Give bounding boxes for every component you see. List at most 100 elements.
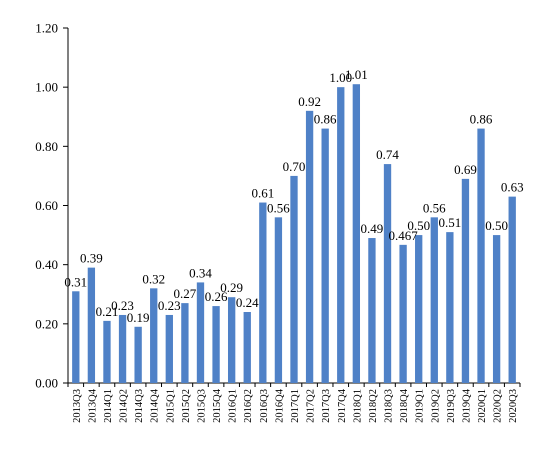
x-category-label: 2018Q2 <box>368 389 379 423</box>
bar-2017Q2 <box>305 110 314 383</box>
bar-2015Q2 <box>181 303 189 383</box>
data-label-2016Q2: 0.24 <box>236 295 259 310</box>
y-tick-label: 0.60 <box>35 198 58 213</box>
bar-2020Q1 <box>477 128 485 383</box>
y-tick-label: 1.20 <box>35 21 58 36</box>
x-category-label: 2016Q3 <box>259 389 270 423</box>
data-label-2019Q4: 0.69 <box>454 162 477 177</box>
bar-2019Q4 <box>461 178 470 383</box>
y-tick-label: 0.80 <box>35 139 58 154</box>
bar-2017Q1 <box>290 175 298 383</box>
x-category-label: 2013Q3 <box>72 389 83 423</box>
x-category-label: 2015Q1 <box>165 389 176 423</box>
data-label-2018Q4: 0.467 <box>388 228 418 243</box>
data-label-2020Q3: 0.63 <box>501 180 524 195</box>
bar-2016Q2 <box>243 312 251 383</box>
bar-2015Q1 <box>165 314 173 383</box>
data-label-2016Q4: 0.56 <box>267 200 290 215</box>
x-category-label: 2016Q4 <box>274 388 285 423</box>
x-category-label: 2015Q4 <box>212 388 223 423</box>
data-label-2015Q2: 0.27 <box>174 286 197 301</box>
bar-2016Q3 <box>259 202 267 383</box>
x-category-label: 2017Q2 <box>306 389 317 423</box>
x-category-label: 2020Q1 <box>477 389 488 423</box>
x-category-label: 2019Q3 <box>446 389 457 423</box>
x-category-label: 2018Q4 <box>399 388 410 423</box>
x-category-label: 2019Q4 <box>461 388 472 423</box>
data-label-2016Q1: 0.29 <box>220 280 243 295</box>
bar-2017Q4 <box>337 87 345 384</box>
data-labels: 0.310.390.210.230.190.320.230.270.340.26… <box>64 67 523 325</box>
x-category-label: 2017Q3 <box>321 389 332 423</box>
y-tick-label: 1.00 <box>35 80 58 95</box>
bar-2018Q4 <box>399 244 407 383</box>
bar-2014Q4 <box>150 288 158 383</box>
bar-2015Q3 <box>196 282 205 383</box>
data-label-2018Q3: 0.74 <box>376 147 399 162</box>
bar-2015Q4 <box>212 306 220 383</box>
bar-2020Q2 <box>492 235 501 383</box>
data-label-2017Q2: 0.92 <box>298 94 321 109</box>
data-label-2015Q3: 0.34 <box>189 265 212 280</box>
x-category-label: 2018Q3 <box>384 389 395 423</box>
bar-2017Q3 <box>321 128 329 383</box>
data-label-2015Q1: 0.23 <box>158 298 181 313</box>
data-label-2018Q2: 0.49 <box>361 221 384 236</box>
bar-2013Q3 <box>72 291 80 383</box>
data-label-2019Q3: 0.51 <box>438 215 461 230</box>
y-axis: 0.00 0.20 0.40 0.60 0.80 1.00 1.20 <box>35 21 69 391</box>
data-label-2017Q3: 0.86 <box>314 112 337 127</box>
bar-series <box>72 84 516 384</box>
x-category-label: 2018Q1 <box>352 389 363 423</box>
x-category-label: 2013Q4 <box>87 388 98 423</box>
bar-2018Q3 <box>383 164 392 383</box>
y-tick-label: 0.20 <box>35 316 58 331</box>
data-label-2014Q3: 0.19 <box>127 310 150 325</box>
bar-2020Q3 <box>508 196 516 383</box>
x-category-label: 2015Q2 <box>181 389 192 423</box>
x-category-label: 2014Q3 <box>134 389 145 423</box>
x-category-label: 2020Q3 <box>508 389 519 423</box>
x-category-label: 2019Q1 <box>415 389 426 423</box>
bar-2018Q1 <box>352 84 361 383</box>
data-label-2019Q1: 0.50 <box>407 218 430 233</box>
x-category-label: 2020Q2 <box>493 389 504 423</box>
bar-2016Q4 <box>274 217 283 383</box>
bar-2019Q3 <box>446 232 454 383</box>
data-label-2013Q3: 0.31 <box>64 274 87 289</box>
data-label-2015Q4: 0.26 <box>205 289 228 304</box>
data-label-2020Q2: 0.50 <box>485 218 508 233</box>
data-label-2014Q1: 0.21 <box>96 304 119 319</box>
x-category-label: 2014Q2 <box>119 389 130 423</box>
data-label-2016Q3: 0.61 <box>251 186 274 201</box>
data-label-2017Q4: 1.00 <box>329 70 352 85</box>
bar-2018Q2 <box>368 238 376 383</box>
x-category-label: 2014Q1 <box>103 389 114 423</box>
x-category-label: 2016Q2 <box>243 389 254 423</box>
data-label-2014Q2: 0.23 <box>111 298 134 313</box>
x-category-label: 2017Q1 <box>290 389 301 423</box>
y-tick-label: 0.00 <box>35 376 58 391</box>
x-axis: 2013Q3 2013Q4 2014Q1 2014Q2 2014Q3 2014Q4 2015… <box>67 382 521 423</box>
y-tick-label: 0.40 <box>35 257 58 272</box>
x-category-label: 2019Q2 <box>430 389 441 423</box>
bar-2019Q1 <box>415 235 423 383</box>
bar-2014Q3 <box>134 326 142 383</box>
bar-2019Q2 <box>430 217 438 383</box>
bar-2014Q1 <box>103 320 111 383</box>
data-label-2013Q4: 0.39 <box>80 251 103 266</box>
data-label-2017Q1: 0.70 <box>283 159 306 174</box>
bar-2013Q4 <box>87 267 96 383</box>
data-label-2018Q1: 1.01 <box>345 67 368 82</box>
x-category-label: 2016Q1 <box>228 389 239 423</box>
x-category-label: 2014Q4 <box>150 388 161 423</box>
data-label-2020Q1: 0.86 <box>470 112 493 127</box>
bar-2014Q2 <box>118 314 127 383</box>
x-category-label: 2017Q4 <box>337 388 348 423</box>
data-label-2014Q4: 0.32 <box>142 271 165 286</box>
bar-2016Q1 <box>227 297 236 383</box>
x-category-label: 2015Q3 <box>196 389 207 423</box>
data-label-2019Q2: 0.56 <box>423 200 446 215</box>
